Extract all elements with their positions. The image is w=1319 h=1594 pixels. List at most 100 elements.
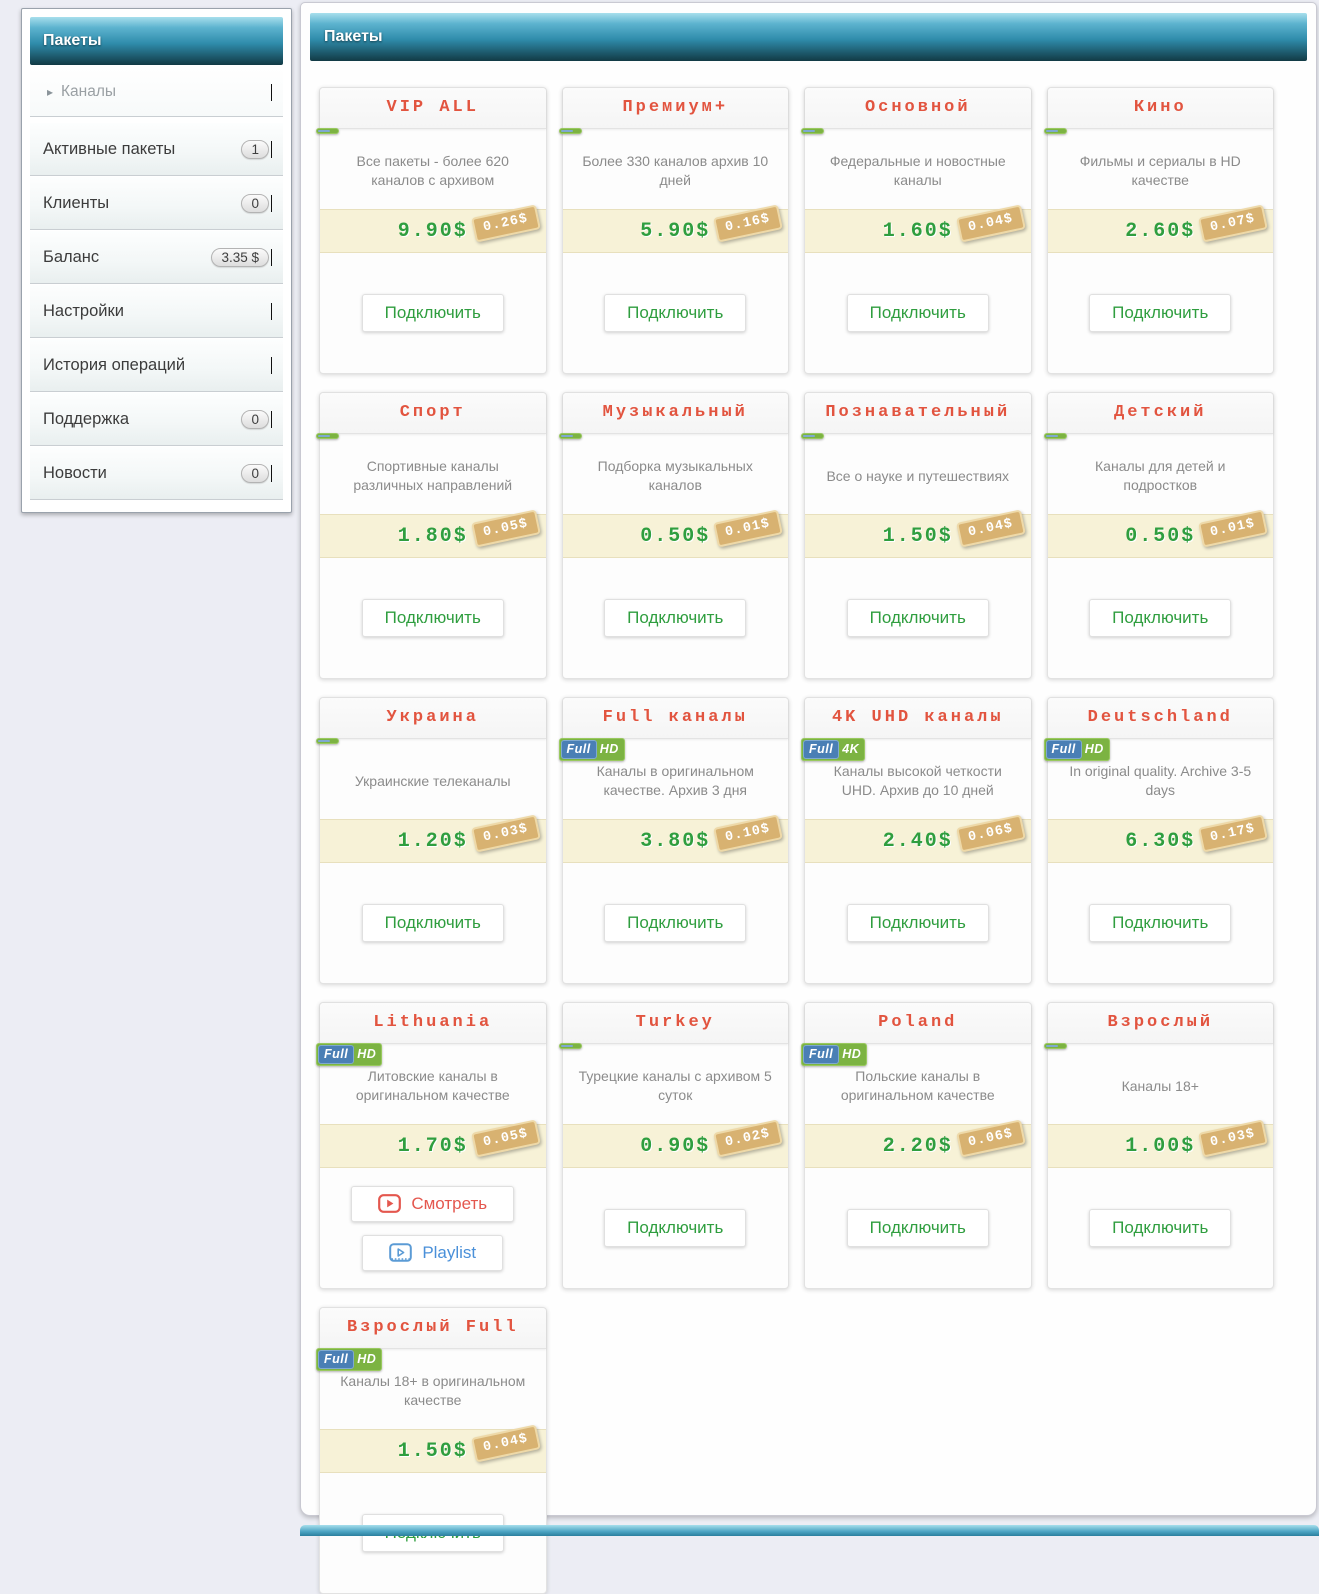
package-title: Turkey bbox=[562, 1003, 788, 1044]
connect-button[interactable]: Подключить bbox=[1089, 294, 1232, 332]
price-bar: 0.50$ 0.01$ bbox=[1047, 509, 1273, 558]
package-actions: Подключить bbox=[320, 863, 546, 983]
fullhd-badge bbox=[558, 433, 582, 439]
fullhd-badge-quality: HD bbox=[599, 742, 619, 756]
fullhd-badge-quality: 4K bbox=[842, 742, 860, 756]
price-bar: 2.40$ 0.06$ bbox=[805, 814, 1031, 863]
price-bar: 1.20$ 0.03$ bbox=[320, 814, 546, 863]
sidebar-item-label: История операций bbox=[43, 355, 186, 374]
fullhd-badge-quality: HD bbox=[1084, 742, 1104, 756]
watch-button[interactable]: Смотреть bbox=[351, 1185, 515, 1222]
connect-button[interactable]: Подключить bbox=[846, 599, 989, 637]
sidebar-item-клиенты[interactable]: Клиенты 0 bbox=[30, 176, 283, 230]
package-card-vip-all: VIP ALL Все пакеты - более 620 каналов с… bbox=[316, 87, 547, 374]
daily-price-tag: 0.26$ bbox=[471, 204, 541, 243]
main-panel: Пакеты VIP ALL Все пакеты - более 620 ка… bbox=[300, 2, 1317, 1594]
package-body: Full HD In original quality. Archive 3-5… bbox=[1043, 738, 1274, 819]
fullhd-badge-quality: HD bbox=[357, 1352, 377, 1366]
daily-price-tag: 0.05$ bbox=[471, 509, 541, 548]
playlist-button[interactable]: Playlist bbox=[362, 1234, 504, 1271]
fullhd-badge-full bbox=[560, 1045, 573, 1047]
sidebar-item-новости[interactable]: Новости 0 bbox=[30, 446, 283, 500]
daily-price-tag: 0.06$ bbox=[956, 814, 1026, 853]
sidebar-item-история-операций[interactable]: История операций bbox=[30, 338, 283, 392]
package-title: Кино bbox=[1047, 88, 1273, 129]
package-actions: Подключить bbox=[805, 863, 1031, 983]
sidebar-item-активные-пакеты[interactable]: Активные пакеты 1 bbox=[30, 122, 283, 176]
sidebar-item-настройки[interactable]: Настройки bbox=[30, 284, 283, 338]
connect-button[interactable]: Подключить bbox=[604, 599, 747, 637]
count-badge: 0 bbox=[241, 193, 269, 213]
package-description: Спортивные каналы различных направлений bbox=[353, 458, 513, 493]
package-grid: VIP ALL Все пакеты - более 620 каналов с… bbox=[316, 87, 1274, 1594]
package-actions: Подключить bbox=[805, 558, 1031, 678]
package-actions: Подключить bbox=[805, 253, 1031, 373]
package-actions: Подключить bbox=[320, 253, 546, 373]
fullhd-badge bbox=[558, 1043, 582, 1049]
text-cursor bbox=[271, 302, 272, 320]
package-price: 1.50$ bbox=[882, 524, 953, 548]
package-title: Deutschland bbox=[1047, 698, 1273, 739]
connect-button[interactable]: Подключить bbox=[604, 294, 747, 332]
fullhd-badge bbox=[558, 128, 582, 134]
package-body: Все пакеты - более 620 каналов с архивом bbox=[316, 128, 546, 209]
price-bar: 1.00$ 0.03$ bbox=[1047, 1119, 1273, 1168]
fullhd-badge: Full HD bbox=[1043, 738, 1110, 761]
connect-button[interactable]: Подключить bbox=[1089, 904, 1232, 942]
package-card-deutschland: Deutschland Full HD In original quality.… bbox=[1043, 697, 1274, 984]
daily-price-tag: 0.04$ bbox=[956, 204, 1026, 243]
sidebar-item-label: Новости bbox=[43, 463, 107, 482]
fullhd-badge-full: Full bbox=[318, 1045, 355, 1064]
sidebar-item-каналы[interactable]: ▸ Каналы bbox=[30, 67, 283, 117]
connect-button[interactable]: Подключить bbox=[361, 294, 504, 332]
fullhd-badge-full: Full bbox=[803, 740, 840, 759]
daily-price-tag: 0.10$ bbox=[713, 814, 783, 853]
package-price: 1.20$ bbox=[397, 829, 468, 853]
package-card-full-каналы: Full каналы Full HD Каналы в оригинально… bbox=[558, 697, 789, 984]
watch-button-label: Смотреть bbox=[411, 1193, 488, 1213]
connect-button[interactable]: Подключить bbox=[846, 904, 989, 942]
connect-button[interactable]: Подключить bbox=[361, 599, 504, 637]
sidebar-item-label: Настройки bbox=[43, 301, 124, 320]
package-title: Украина bbox=[320, 698, 546, 739]
fullhd-badge: Full HD bbox=[316, 1043, 383, 1066]
package-description: Каналы для детей и подростков bbox=[1095, 458, 1226, 493]
package-actions: Подключить bbox=[563, 558, 789, 678]
fullhd-badge bbox=[316, 128, 339, 134]
connect-button[interactable]: Подключить bbox=[1089, 1209, 1232, 1247]
price-bar: 3.80$ 0.10$ bbox=[562, 814, 788, 863]
count-badge: 1 bbox=[241, 139, 269, 159]
package-description: Фильмы и сериалы в HD качестве bbox=[1079, 153, 1241, 188]
daily-price-tag: 0.01$ bbox=[713, 509, 783, 548]
package-actions: Подключить bbox=[1048, 558, 1274, 678]
package-description: Федеральные и новостные каналы bbox=[829, 153, 1006, 188]
package-actions: Подключить bbox=[563, 863, 789, 983]
connect-button[interactable]: Подключить bbox=[846, 294, 989, 332]
package-price: 9.90$ bbox=[397, 219, 468, 243]
connect-button[interactable]: Подключить bbox=[1089, 599, 1232, 637]
daily-price-tag: 0.03$ bbox=[471, 814, 541, 853]
sidebar: Пакеты ▸ Каналы Активные пакеты 1 Клиент… bbox=[21, 8, 292, 513]
price-bar: 0.50$ 0.01$ bbox=[562, 509, 788, 558]
text-cursor bbox=[271, 140, 272, 158]
connect-button[interactable]: Подключить bbox=[361, 904, 504, 942]
package-description: Более 330 каналов архив 10 дней bbox=[582, 153, 769, 188]
sidebar-item-поддержка[interactable]: Поддержка 0 bbox=[30, 392, 283, 446]
playlist-button-label: Playlist bbox=[422, 1242, 477, 1262]
package-body: Подборка музыкальных каналов bbox=[558, 433, 789, 514]
fullhd-badge-full: Full bbox=[318, 1350, 355, 1369]
daily-price-tag: 0.17$ bbox=[1198, 814, 1268, 853]
package-body: Full HD Каналы 18+ в оригинальном качест… bbox=[316, 1348, 546, 1429]
package-title: Взрослый bbox=[1047, 1003, 1273, 1044]
sidebar-item-баланс[interactable]: Баланс 3.35 $ bbox=[30, 230, 283, 284]
connect-button[interactable]: Подключить bbox=[604, 1209, 747, 1247]
fullhd-badge-quality: HD bbox=[842, 1047, 862, 1061]
package-price: 1.80$ bbox=[397, 524, 468, 548]
package-price: 1.60$ bbox=[882, 219, 953, 243]
package-description: Украинские телеканалы bbox=[354, 772, 511, 789]
price-bar: 1.70$ 0.05$ bbox=[320, 1119, 546, 1168]
package-body: Каналы для детей и подростков bbox=[1043, 433, 1274, 514]
package-card-детский: Детский Каналы для детей и подростков 0.… bbox=[1043, 392, 1274, 679]
connect-button[interactable]: Подключить bbox=[604, 904, 747, 942]
connect-button[interactable]: Подключить bbox=[846, 1209, 989, 1247]
